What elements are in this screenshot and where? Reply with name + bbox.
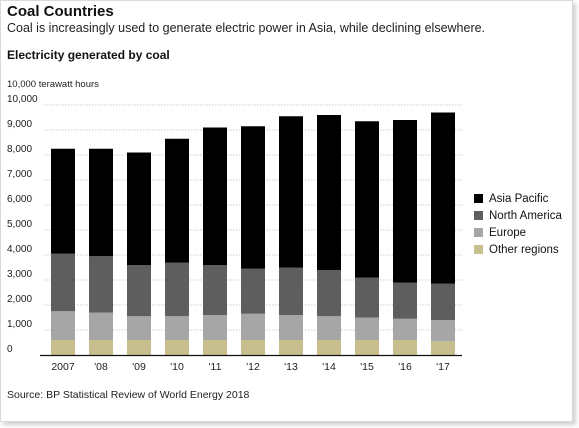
bar-segment-asia-pacific bbox=[203, 127, 227, 265]
legend-item: Europe bbox=[474, 224, 562, 241]
bar-segment-europe bbox=[203, 315, 227, 340]
bar-segment-asia-pacific bbox=[317, 115, 341, 270]
bar-segment-asia-pacific bbox=[279, 116, 303, 268]
bar-segment-asia-pacific bbox=[241, 126, 265, 269]
y-tick-label: 9,000 bbox=[7, 119, 32, 130]
bar-segment-europe bbox=[51, 311, 75, 340]
bar-segment-asia-pacific bbox=[127, 152, 151, 265]
bar-segment-other-regions bbox=[279, 340, 303, 355]
x-tick-label: '11 bbox=[209, 361, 222, 373]
bar-segment-europe bbox=[355, 317, 379, 340]
bar-segment-asia-pacific bbox=[89, 148, 113, 257]
bar-segment-north-america bbox=[431, 283, 455, 320]
bar-segment-north-america bbox=[51, 253, 75, 312]
bar-segment-other-regions bbox=[127, 340, 151, 355]
bar-segment-north-america bbox=[127, 265, 151, 317]
bar-segment-europe bbox=[393, 318, 417, 340]
legend-label: Asia Pacific bbox=[489, 192, 549, 205]
bar-segment-north-america bbox=[279, 267, 303, 315]
bar-segment-asia-pacific bbox=[393, 120, 417, 283]
x-tick-label: '08 bbox=[94, 361, 108, 373]
y-tick-label: 4,000 bbox=[7, 244, 32, 255]
x-tick-label: '16 bbox=[398, 361, 412, 373]
bar-segment-north-america bbox=[165, 262, 189, 317]
legend-swatch bbox=[474, 228, 483, 237]
legend-label: North America bbox=[489, 209, 562, 222]
y-tick-label: 3,000 bbox=[7, 269, 32, 280]
legend: Asia Pacific North America Europe Other reg… bbox=[474, 190, 562, 258]
legend-swatch bbox=[474, 211, 483, 220]
bar-segment-europe bbox=[317, 316, 341, 340]
x-tick-label: '10 bbox=[170, 361, 184, 373]
bar-segment-north-america bbox=[355, 277, 379, 318]
bar-segment-other-regions bbox=[431, 341, 455, 355]
bar-segment-north-america bbox=[241, 268, 265, 314]
legend-label: Europe bbox=[489, 226, 527, 239]
bar-segment-north-america bbox=[317, 270, 341, 317]
y-tick-label: 5,000 bbox=[7, 219, 32, 230]
x-tick-label: 2007 bbox=[51, 361, 75, 373]
y-tick-label: 2,000 bbox=[7, 294, 32, 305]
bar-segment-other-regions bbox=[51, 340, 75, 355]
bar-segment-asia-pacific bbox=[355, 121, 379, 278]
legend-swatch bbox=[474, 194, 483, 203]
x-tick-label: '09 bbox=[132, 361, 146, 373]
bar-segment-europe bbox=[127, 316, 151, 340]
x-tick-label: '13 bbox=[284, 361, 298, 373]
x-tick-label: '12 bbox=[246, 361, 260, 373]
y-axis-label: 10,000 terawatt hours bbox=[7, 79, 99, 90]
bar-segment-europe bbox=[165, 316, 189, 340]
bar-segment-europe bbox=[89, 312, 113, 340]
bar-segment-europe bbox=[279, 315, 303, 340]
chart-title: Coal Countries bbox=[7, 3, 114, 20]
bar-segment-other-regions bbox=[203, 340, 227, 355]
bar-segment-europe bbox=[431, 320, 455, 342]
y-tick-label: 8,000 bbox=[7, 144, 32, 155]
y-tick-label: 7,000 bbox=[7, 169, 32, 180]
bar-segment-north-america bbox=[89, 256, 113, 313]
x-tick-label: '15 bbox=[360, 361, 374, 373]
bar-segment-other-regions bbox=[165, 340, 189, 355]
legend-swatch bbox=[474, 245, 483, 254]
y-tick-label: 6,000 bbox=[7, 194, 32, 205]
bar-segment-other-regions bbox=[393, 340, 417, 355]
source-note: Source: BP Statistical Review of World E… bbox=[7, 389, 250, 401]
y-tick-label: 1,000 bbox=[7, 319, 32, 330]
bar-segment-north-america bbox=[393, 282, 417, 319]
legend-item: Asia Pacific bbox=[474, 190, 562, 207]
bar-segment-asia-pacific bbox=[51, 148, 75, 254]
bar-segment-other-regions bbox=[89, 340, 113, 355]
x-tick-label: '17 bbox=[436, 361, 450, 373]
bar-segment-other-regions bbox=[317, 340, 341, 355]
bar-segment-other-regions bbox=[241, 340, 265, 355]
bar-segment-asia-pacific bbox=[165, 138, 189, 263]
bar-segment-europe bbox=[241, 313, 265, 340]
y-tick-label: 0 bbox=[7, 344, 13, 355]
bar-segment-asia-pacific bbox=[431, 112, 455, 284]
legend-item: North America bbox=[474, 207, 562, 224]
bar-segment-north-america bbox=[203, 265, 227, 315]
legend-label: Other regions bbox=[489, 243, 559, 256]
legend-item: Other regions bbox=[474, 241, 562, 258]
x-tick-label: '14 bbox=[322, 361, 336, 373]
bar-segment-other-regions bbox=[355, 340, 379, 355]
section-heading: Electricity generated by coal bbox=[7, 48, 170, 62]
chart-subtitle: Coal is increasingly used to generate el… bbox=[7, 21, 486, 35]
y-tick-label: 10,000 bbox=[7, 94, 38, 105]
